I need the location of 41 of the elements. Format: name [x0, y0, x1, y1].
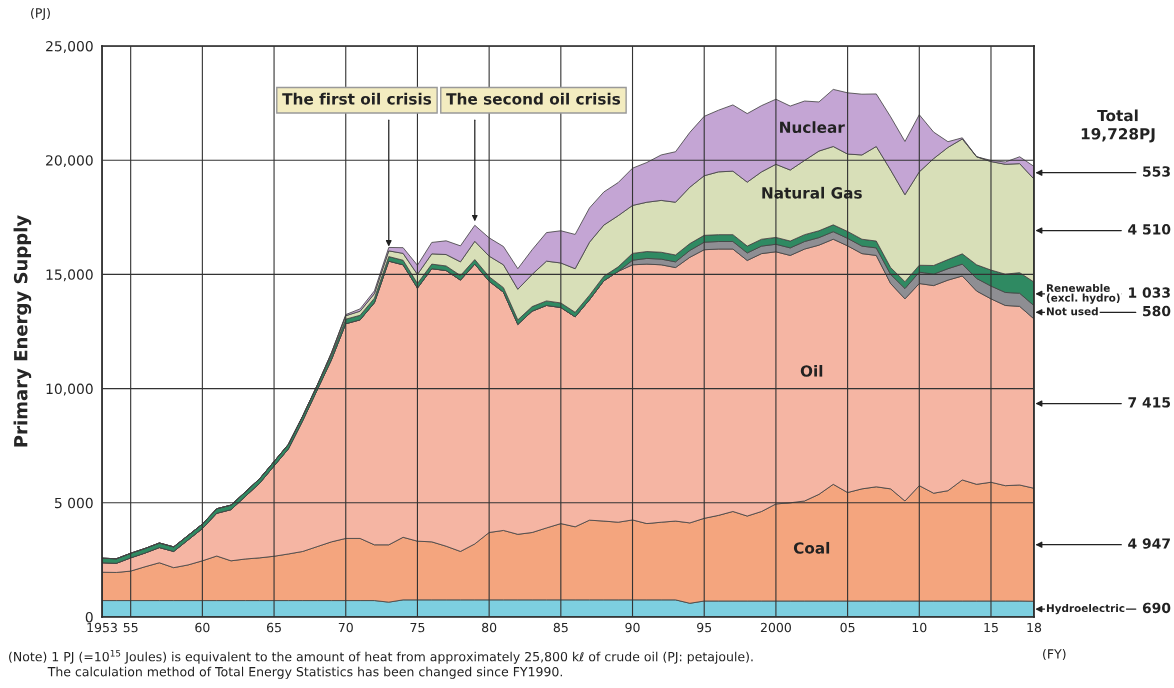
y-tick-label: 5 000	[54, 497, 93, 509]
annotation: 1 033	[1129, 287, 1170, 298]
annotation: 690	[1142, 602, 1171, 614]
x-tick-label: 2000	[760, 622, 791, 633]
x-tick-label: 70	[338, 622, 353, 633]
x-tick-label: 60	[195, 622, 210, 633]
y-tick-label: 10,000	[46, 383, 93, 396]
annotation: The second oil crisis	[446, 92, 621, 105]
x-tick-label: 05	[840, 622, 855, 633]
x-tick-label: 15	[984, 622, 998, 633]
y-tick-label: 0	[85, 611, 93, 623]
text: (FY)	[1043, 648, 1066, 661]
series-label: Not used	[1046, 307, 1098, 316]
y-tick-label: 15,000	[46, 269, 93, 282]
annotation: 4 510	[1128, 224, 1171, 235]
series-label: Renewable (excl. hydro)	[1046, 283, 1120, 304]
series-label: Oil	[800, 364, 823, 377]
annotation: The first oil crisis	[282, 92, 432, 105]
x-tick-label: 85	[553, 622, 568, 633]
x-tick-label: 80	[482, 622, 497, 633]
series-label: Hydroelectric	[1046, 604, 1125, 615]
annotation: 553	[1143, 166, 1170, 177]
y-tick-label: 20,000	[46, 155, 93, 168]
text: (PJ)	[31, 7, 50, 20]
x-tick-label: 75	[410, 622, 425, 633]
annotation: 7 415	[1128, 397, 1171, 408]
x-tick-label: 55	[123, 622, 138, 633]
annotation: 580	[1143, 305, 1171, 317]
text: Total 19,728PJ	[1081, 109, 1155, 143]
x-tick-label: 65	[266, 622, 281, 633]
x-tick-label: 90	[625, 622, 640, 633]
text: (Note) 1 PJ (=10$^{15}$ Joules) is equivalent to the amount of heat from approximately 25,800 kℓ of crude oil (PJ: petajoule). The calculation method of Total Energy Statistics has been changed since FY1990.	[9, 650, 753, 679]
x-tick-label: 10	[912, 622, 927, 633]
series-label: Coal	[793, 541, 830, 554]
y-tick-label: 25,000	[46, 40, 93, 53]
x-tick-label: 1953	[87, 622, 117, 633]
x-tick-label: 95	[697, 622, 712, 633]
series-label: Nuclear	[780, 121, 845, 134]
annotation: 4 947	[1128, 538, 1170, 549]
x-tick-label: 18	[1027, 622, 1042, 633]
y-axis-title: Primary Energy Supply	[13, 215, 32, 447]
